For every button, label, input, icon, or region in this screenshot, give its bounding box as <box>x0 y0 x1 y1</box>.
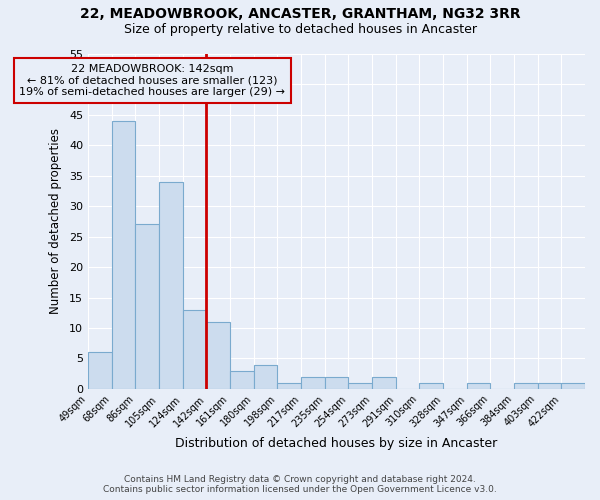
Bar <box>349 383 372 389</box>
Text: 22, MEADOWBROOK, ANCASTER, GRANTHAM, NG32 3RR: 22, MEADOWBROOK, ANCASTER, GRANTHAM, NG3… <box>80 8 520 22</box>
Text: Size of property relative to detached houses in Ancaster: Size of property relative to detached ho… <box>124 22 476 36</box>
Text: 22 MEADOWBROOK: 142sqm
← 81% of detached houses are smaller (123)
19% of semi-de: 22 MEADOWBROOK: 142sqm ← 81% of detached… <box>19 64 285 97</box>
Y-axis label: Number of detached properties: Number of detached properties <box>49 128 62 314</box>
Bar <box>419 383 443 389</box>
Bar <box>88 352 112 389</box>
Bar <box>136 224 159 389</box>
Bar <box>538 383 562 389</box>
Bar <box>230 370 254 389</box>
Bar <box>159 182 182 389</box>
Bar <box>325 376 349 389</box>
Text: Contains HM Land Registry data © Crown copyright and database right 2024.
Contai: Contains HM Land Registry data © Crown c… <box>103 474 497 494</box>
Bar <box>112 121 136 389</box>
Bar <box>372 376 395 389</box>
Bar <box>467 383 490 389</box>
Bar <box>206 322 230 389</box>
X-axis label: Distribution of detached houses by size in Ancaster: Distribution of detached houses by size … <box>175 437 497 450</box>
Bar <box>254 364 277 389</box>
Bar <box>182 310 206 389</box>
Bar <box>277 383 301 389</box>
Bar <box>514 383 538 389</box>
Bar <box>562 383 585 389</box>
Bar <box>301 376 325 389</box>
